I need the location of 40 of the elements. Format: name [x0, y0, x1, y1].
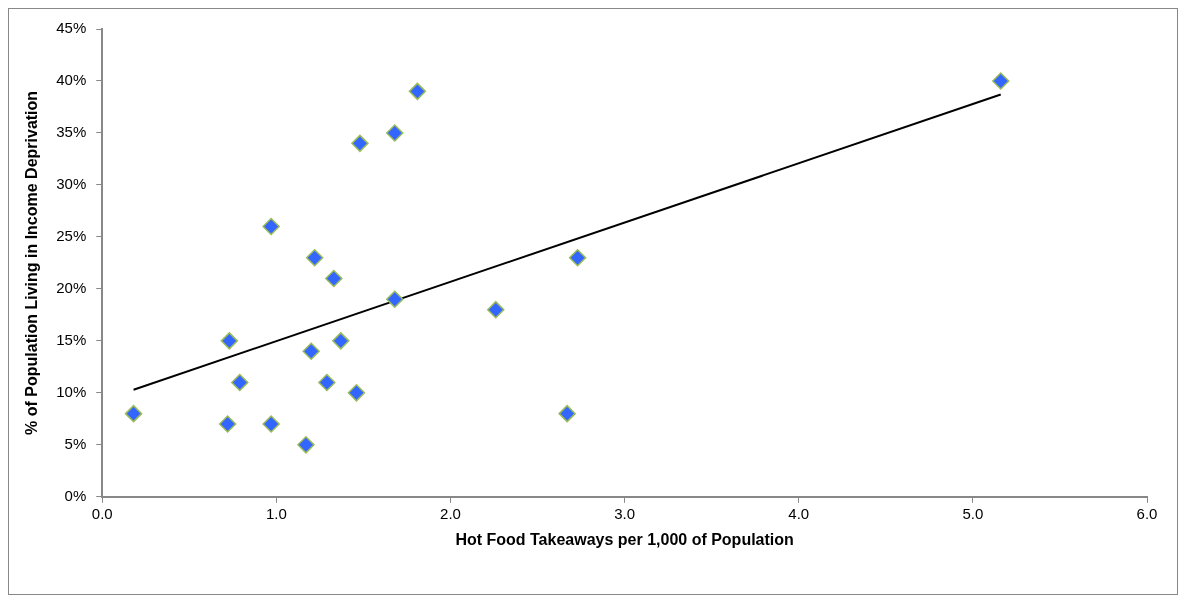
- point: [302, 342, 320, 361]
- x-tick-label: 3.0: [614, 504, 636, 522]
- point: [347, 384, 366, 402]
- point: [991, 72, 1010, 90]
- point: [124, 404, 143, 423]
- x-axis-title: Hot Food Takeaways per 1,000 of Population: [455, 530, 794, 548]
- y-tick-label: 20%: [56, 279, 87, 297]
- y-tick-label: 40%: [56, 71, 87, 89]
- y-tick-label: 25%: [56, 227, 87, 245]
- y-tick-label: 0%: [64, 486, 87, 504]
- y-tick-label: 30%: [56, 175, 87, 193]
- point: [568, 248, 587, 267]
- y-tick-label: 15%: [56, 331, 87, 349]
- x-tick-label: 5.0: [962, 504, 984, 522]
- point: [386, 290, 404, 309]
- x-tick-label: 6.0: [1136, 504, 1158, 522]
- point: [231, 373, 249, 392]
- point: [325, 269, 343, 288]
- y-tick-label: 45%: [56, 19, 87, 37]
- x-tick-label: 4.0: [788, 504, 810, 522]
- x-tick-label: 0.0: [91, 504, 113, 522]
- point: [487, 300, 505, 319]
- y-tick-label: 5%: [64, 434, 87, 452]
- y-tick-label: 35%: [56, 123, 87, 141]
- point: [351, 134, 369, 153]
- point: [558, 404, 576, 423]
- point: [305, 248, 324, 267]
- point: [332, 332, 350, 350]
- point: [262, 217, 280, 236]
- x-tick-label: 2.0: [440, 504, 461, 522]
- y-tick-label: 10%: [56, 382, 87, 400]
- point: [318, 373, 336, 392]
- point: [220, 332, 239, 350]
- point: [408, 82, 427, 101]
- point: [262, 415, 280, 433]
- x-tick-label: 1.0: [265, 504, 287, 522]
- point: [218, 415, 237, 433]
- y-axis-title: % of Population Living in Income Deprivation: [23, 90, 41, 435]
- point: [297, 436, 315, 454]
- point: [386, 124, 404, 142]
